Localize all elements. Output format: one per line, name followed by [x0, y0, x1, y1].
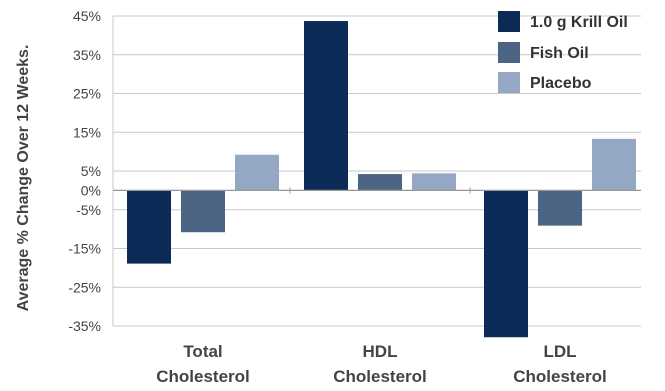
y-tick-labels: 45% 35% 25% 15% 5% 0% -5% -15% -25% -35% [68, 8, 101, 334]
bar [538, 190, 582, 226]
y-axis-label: Average % Change Over 12 Weeks. [15, 45, 32, 312]
legend-swatch [498, 42, 520, 63]
bar [358, 174, 402, 191]
bars [127, 21, 636, 338]
legend: 1.0 g Krill Oil Fish Oil Placebo [498, 11, 628, 93]
y-tick-label: 0% [81, 182, 101, 198]
y-tick-label: 25% [73, 86, 101, 102]
category-label: LDL [543, 342, 576, 361]
y-tick-label: -5% [76, 202, 101, 218]
legend-label: Placebo [530, 75, 592, 92]
y-tick-label: 35% [73, 47, 101, 63]
category-label: Total [183, 342, 222, 361]
legend-swatch [498, 72, 520, 93]
legend-label: Fish Oil [530, 45, 589, 62]
category-labels: Total Cholesterol HDL Cholesterol LDL Cholest… [156, 342, 607, 386]
y-tick-label: -15% [68, 241, 101, 257]
zero-axis [113, 187, 641, 194]
y-tick-label: -35% [68, 318, 101, 334]
category-label: Cholesterol [333, 367, 427, 386]
category-label: HDL [363, 342, 398, 361]
bar [484, 190, 528, 338]
y-tick-label: 5% [81, 163, 101, 179]
category-label: Cholesterol [513, 367, 607, 386]
y-tick-label: 15% [73, 124, 101, 140]
y-tick-label: 45% [73, 8, 101, 24]
legend-label: 1.0 g Krill Oil [530, 14, 628, 31]
y-tick-label: -25% [68, 279, 101, 295]
gridlines [112, 15, 641, 327]
bar [304, 21, 348, 191]
bar [235, 154, 279, 191]
legend-swatch [498, 11, 520, 32]
bar [412, 173, 456, 191]
category-label: Cholesterol [156, 367, 250, 386]
bar [592, 138, 636, 191]
bar [181, 190, 225, 233]
bar [127, 190, 171, 264]
